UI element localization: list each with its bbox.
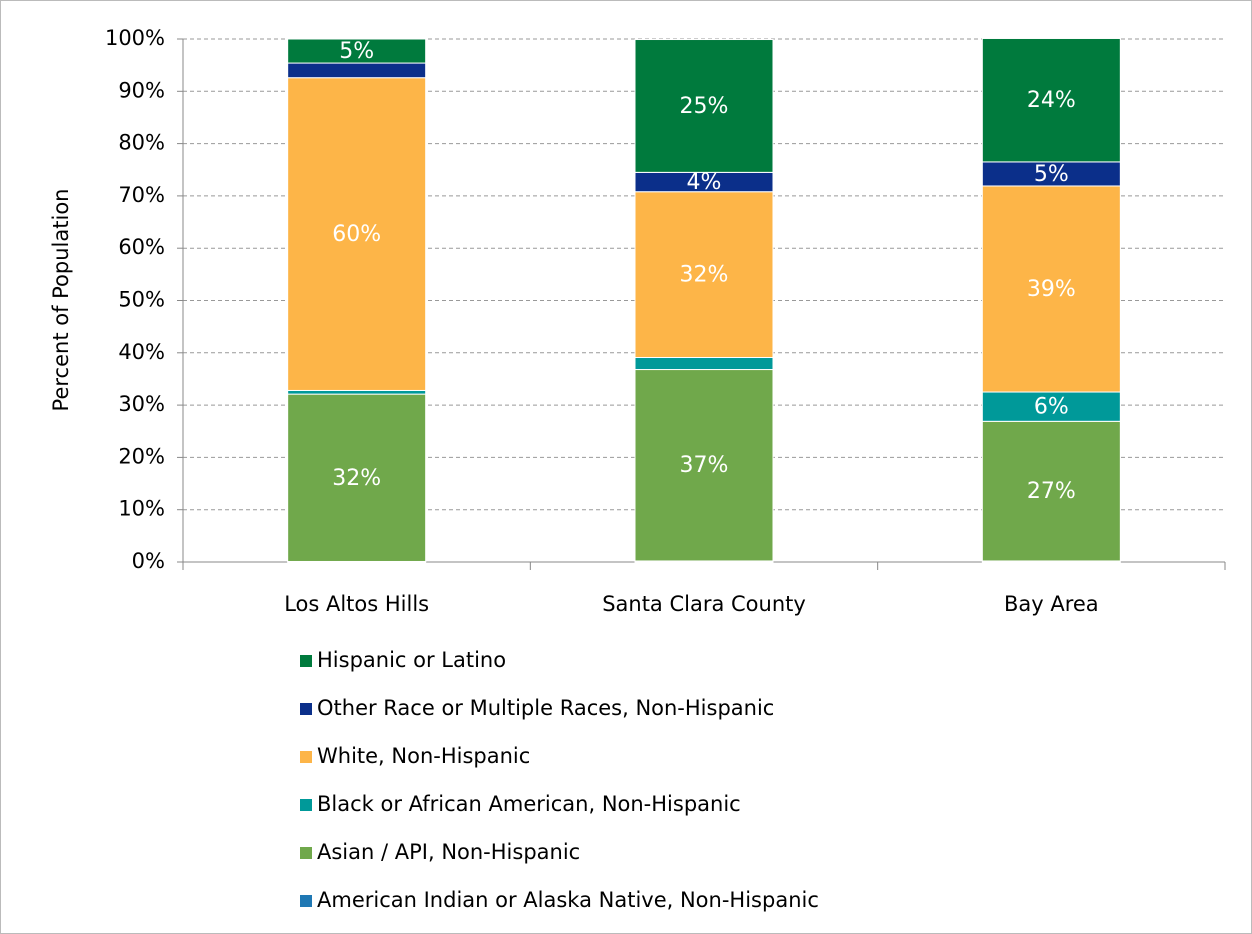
legend-swatch xyxy=(300,895,312,907)
y-tick-label: 70% xyxy=(118,183,165,207)
legend-label: Hispanic or Latino xyxy=(317,648,506,672)
bar-segment xyxy=(634,357,774,371)
value-label: 37% xyxy=(680,453,729,478)
y-tick-label: 10% xyxy=(118,497,165,521)
x-tick-label: Los Altos Hills xyxy=(284,592,429,616)
value-label: 5% xyxy=(339,39,374,64)
legend-label: Black or African American, Non-Hispanic xyxy=(317,792,741,816)
value-label: 32% xyxy=(680,263,729,288)
bar-segment xyxy=(287,389,427,395)
y-tick-label: 100% xyxy=(105,26,165,50)
legend-swatch xyxy=(300,799,312,811)
x-tick-label: Santa Clara County xyxy=(602,592,806,616)
value-label: 25% xyxy=(680,94,729,119)
legend-label: Other Race or Multiple Races, Non-Hispan… xyxy=(317,696,774,720)
bar-segment xyxy=(634,191,774,359)
y-axis-label: Percent of Population xyxy=(49,189,73,412)
x-tick-label: Bay Area xyxy=(1004,592,1099,616)
y-tick-label: 80% xyxy=(118,131,165,155)
bar-segment xyxy=(634,39,774,173)
bar-segment xyxy=(287,393,427,562)
bar-segment xyxy=(287,38,427,64)
legend-swatch xyxy=(300,703,312,715)
value-label: 24% xyxy=(1027,88,1076,113)
value-label: 60% xyxy=(332,222,381,247)
legend-swatch xyxy=(300,751,312,763)
bar-segment xyxy=(981,37,1121,163)
y-tick-label: 20% xyxy=(118,444,165,468)
y-tick-label: 30% xyxy=(118,392,165,416)
value-label: 4% xyxy=(687,170,722,195)
value-label: 6% xyxy=(1034,395,1069,420)
bar-segment xyxy=(634,369,774,562)
value-label: 32% xyxy=(332,466,381,491)
y-tick-label: 40% xyxy=(118,340,165,364)
legend-swatch xyxy=(300,655,312,667)
y-tick-label: 0% xyxy=(132,549,165,573)
value-label: 39% xyxy=(1027,277,1076,302)
y-tick-label: 60% xyxy=(118,235,165,259)
y-tick-label: 90% xyxy=(118,78,165,102)
legend-label: White, Non-Hispanic xyxy=(317,744,530,768)
bar-segment xyxy=(981,161,1121,187)
legend-label: American Indian or Alaska Native, Non-Hi… xyxy=(317,888,819,912)
y-tick-label: 50% xyxy=(118,288,165,312)
value-label: 5% xyxy=(1034,162,1069,187)
bar-segment xyxy=(287,62,427,79)
bar-segment xyxy=(981,420,1121,562)
legend-swatch xyxy=(300,847,312,859)
value-label: 27% xyxy=(1027,479,1076,504)
legend-label: Asian / API, Non-Hispanic xyxy=(317,840,580,864)
